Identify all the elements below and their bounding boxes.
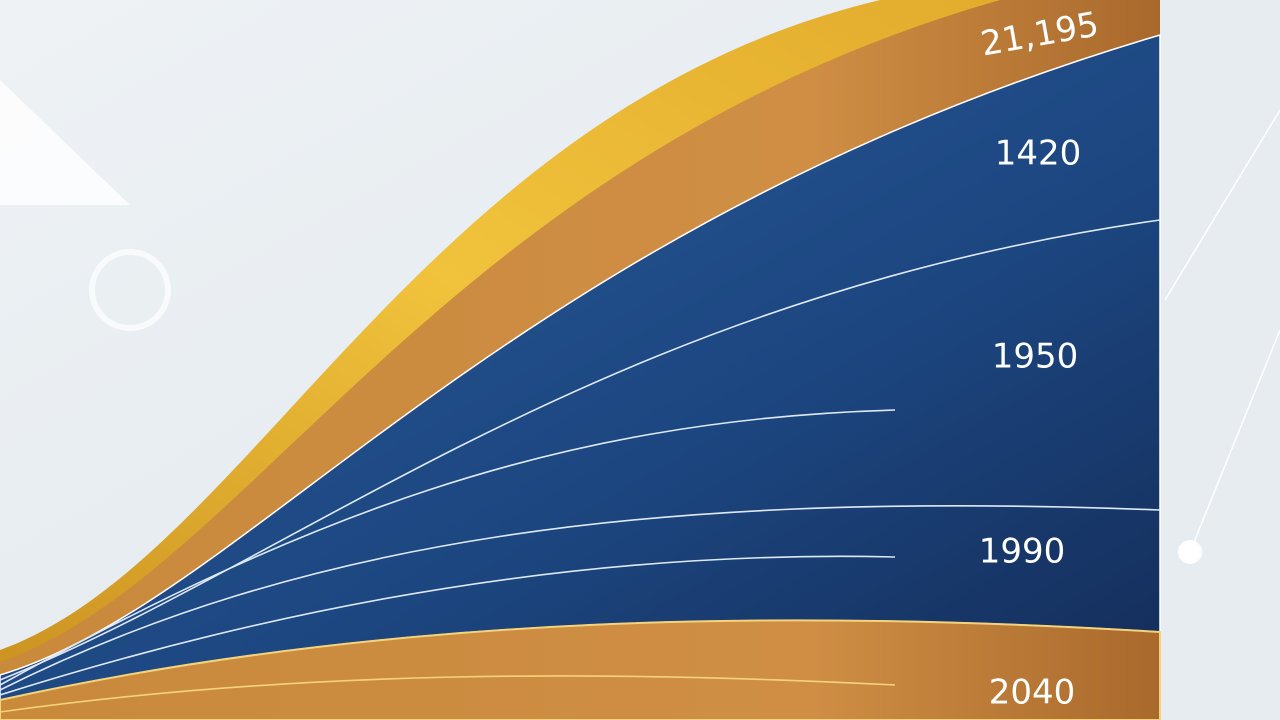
label: 1950 <box>992 337 1079 377</box>
decor-ring <box>89 249 171 331</box>
flow-line <box>0 505 1161 691</box>
label: 1990 <box>979 532 1066 572</box>
decor-lines <box>1164 109 1280 553</box>
flow-lines <box>0 219 1161 713</box>
bottom-band <box>0 619 1161 720</box>
flow-line <box>0 219 1161 681</box>
flow-line <box>0 555 896 696</box>
flow-line <box>0 675 896 713</box>
label: 1420 <box>995 134 1082 174</box>
side-panel <box>1160 0 1280 720</box>
label: 2040 <box>989 673 1076 713</box>
decor-triangle <box>0 80 130 205</box>
flow-line <box>0 409 896 686</box>
